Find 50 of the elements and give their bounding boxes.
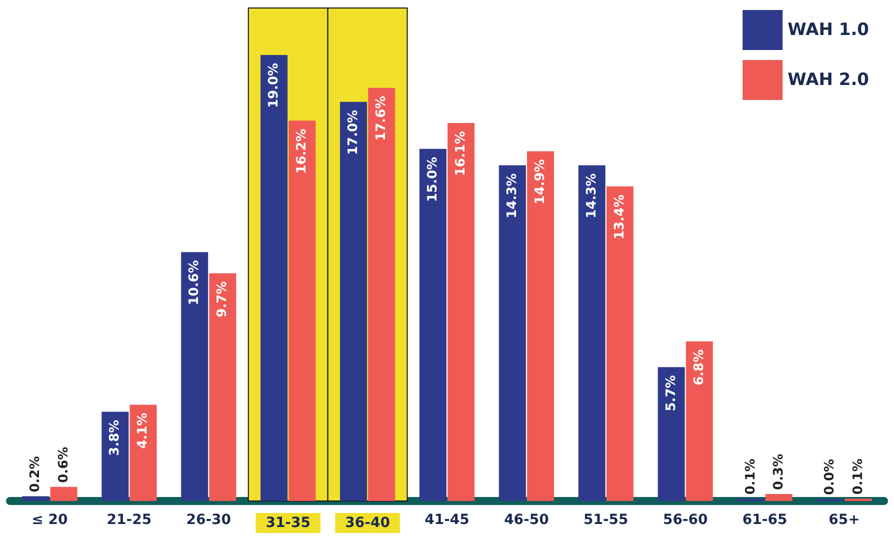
data-label: 17.0% xyxy=(346,110,362,156)
bar xyxy=(765,494,792,501)
data-label: 14.3% xyxy=(504,173,520,218)
data-label: 0.1% xyxy=(743,458,758,495)
data-label: 14.3% xyxy=(584,173,600,218)
bar xyxy=(606,186,634,501)
bar xyxy=(102,412,129,501)
data-label: 5.7% xyxy=(664,375,679,412)
data-label: 0.1% xyxy=(850,458,866,495)
bar xyxy=(22,496,50,501)
data-label: 10.6% xyxy=(187,260,202,306)
bar xyxy=(181,252,208,501)
x-tick-label: 21-25 xyxy=(106,512,152,528)
legend-label: WAH 1.0 xyxy=(788,20,870,40)
data-label: 3.8% xyxy=(108,420,123,456)
x-tick-label: ≤ 20 xyxy=(32,512,68,528)
data-label: 9.7% xyxy=(215,281,230,318)
x-tick-label: 51-55 xyxy=(584,512,628,528)
data-label: 13.4% xyxy=(612,194,628,240)
bar xyxy=(578,165,606,501)
data-label: 0.6% xyxy=(56,446,72,483)
bar xyxy=(130,404,157,501)
bar xyxy=(50,486,78,501)
bar xyxy=(658,367,685,501)
data-label: 16.2% xyxy=(294,128,310,174)
data-label: 16.1% xyxy=(454,131,469,176)
x-tick-label: 36-40 xyxy=(345,515,390,531)
bar xyxy=(448,123,475,501)
data-label: 17.6% xyxy=(374,96,390,141)
legend-label: WAH 2.0 xyxy=(788,70,870,90)
data-label: 19.0% xyxy=(266,62,282,108)
bar xyxy=(209,273,236,501)
x-tick-label: 56-60 xyxy=(662,512,708,528)
x-tick-label: 61-65 xyxy=(742,512,788,528)
bar xyxy=(498,165,526,501)
x-tick-label: 31-35 xyxy=(266,515,310,531)
data-label: 0.3% xyxy=(771,454,786,490)
data-label: 0.2% xyxy=(28,456,44,492)
bar xyxy=(686,341,713,501)
x-tick-label: 41-45 xyxy=(424,512,470,528)
data-label: 0.0% xyxy=(822,458,838,495)
data-label: 15.0% xyxy=(425,156,440,202)
x-tick-label: 26-30 xyxy=(186,512,232,528)
bar xyxy=(526,151,554,501)
data-label: 14.9% xyxy=(532,159,548,204)
data-label: 4.1% xyxy=(136,412,151,449)
x-tick-label: 65+ xyxy=(828,512,860,528)
x-tick-label: 46-50 xyxy=(504,512,550,528)
data-label: 6.8% xyxy=(692,349,707,386)
bar xyxy=(419,148,446,501)
